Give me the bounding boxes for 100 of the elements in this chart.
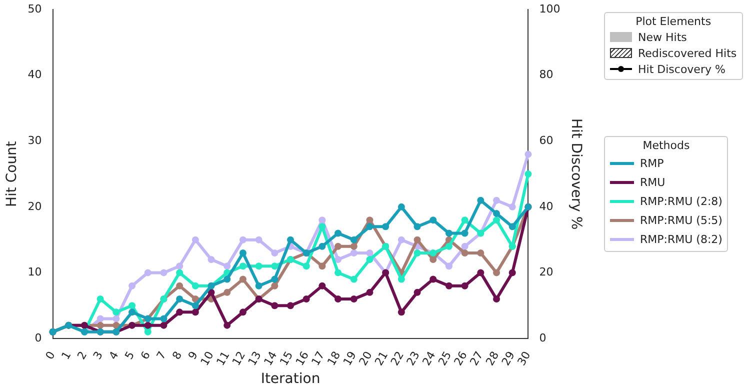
point [382, 223, 390, 230]
x-tick-label: 11 [214, 349, 232, 368]
x-tick-label: 13 [246, 349, 264, 368]
point [192, 236, 199, 244]
point [255, 282, 262, 290]
y-tick-label: 50 [28, 2, 42, 16]
point [112, 315, 120, 322]
point [208, 256, 215, 264]
point [366, 288, 374, 296]
point [160, 322, 168, 329]
point [366, 216, 374, 224]
y-tick-label: 20 [28, 200, 42, 213]
point [239, 276, 246, 283]
y-tick-label: 30 [28, 134, 42, 148]
point [318, 282, 326, 290]
point [477, 269, 484, 276]
point [493, 210, 500, 218]
point [144, 269, 152, 276]
point [271, 282, 278, 290]
point [302, 262, 310, 270]
x-tick-label: 21 [372, 349, 391, 368]
point [160, 315, 168, 322]
point [398, 308, 405, 316]
point [192, 282, 199, 290]
x-tick-label: 29 [499, 349, 518, 368]
point [318, 262, 326, 270]
y2-tick-label: 100 [539, 2, 560, 16]
x-tick-label: 17 [309, 349, 328, 368]
point [224, 322, 231, 329]
point [430, 276, 437, 283]
point [271, 302, 278, 310]
x-tick-label: 16 [293, 349, 312, 368]
point [334, 242, 342, 250]
x-tick-label: 0 [43, 349, 58, 362]
point [445, 230, 452, 237]
point [334, 269, 342, 276]
point [524, 170, 532, 178]
point [493, 269, 500, 276]
point [493, 196, 500, 204]
point [224, 276, 231, 283]
point [334, 256, 342, 264]
x-tick-label: 28 [483, 349, 502, 368]
point [302, 296, 310, 303]
point [350, 242, 358, 250]
point [224, 288, 231, 296]
point [96, 296, 104, 303]
point [160, 269, 168, 276]
point [508, 203, 516, 210]
x-tick-label: 1 [58, 349, 74, 362]
point [461, 230, 468, 237]
x-tick-label: 14 [261, 349, 280, 368]
x-tick-label: 8 [170, 349, 185, 362]
point [398, 236, 405, 244]
point [334, 296, 342, 303]
x-tick-label: 9 [186, 349, 200, 362]
point [430, 256, 437, 264]
y2-axis-title: Hit Discovery % [568, 118, 584, 230]
y-axis-title: Hit Count [4, 140, 20, 208]
point [493, 216, 500, 224]
point [398, 203, 405, 210]
legend-label: RMP [640, 157, 664, 170]
text: New Hits [638, 30, 687, 44]
y2-tick-label: 0 [539, 331, 546, 344]
x-tick-label: 19 [340, 349, 359, 368]
point [366, 249, 374, 256]
point [112, 308, 120, 316]
point [414, 249, 421, 256]
point [128, 282, 136, 290]
point [96, 315, 104, 322]
point [176, 308, 184, 316]
point [524, 150, 532, 158]
point [414, 236, 421, 244]
text: Rediscovered Hits [638, 46, 737, 60]
x-tick-label: 6 [138, 349, 153, 362]
y2-tick-label: 60 [539, 134, 554, 148]
x-tick-label: 20 [356, 349, 375, 368]
point [176, 296, 184, 303]
point [318, 242, 326, 250]
x-tick-label: 18 [324, 349, 344, 368]
x-tick-label: 27 [467, 349, 486, 368]
x-tick-label: 23 [404, 349, 422, 368]
point [430, 216, 437, 224]
point [239, 262, 246, 270]
point [493, 296, 500, 303]
x-axis-title: Iteration [260, 371, 320, 388]
point [176, 262, 184, 270]
x-tick-label: 25 [436, 349, 454, 368]
x-tick-label: 2 [74, 349, 90, 362]
point [350, 276, 358, 283]
point [287, 236, 294, 244]
point [318, 223, 326, 230]
x-tick-label: 30 [515, 349, 534, 368]
legend-label: RMP:RMU (2:8) [640, 195, 722, 208]
point [366, 223, 374, 230]
point [445, 262, 452, 270]
point [144, 328, 152, 336]
x-tick-label: 3 [90, 349, 106, 362]
point [287, 302, 294, 310]
point [461, 242, 468, 250]
point [350, 296, 358, 303]
